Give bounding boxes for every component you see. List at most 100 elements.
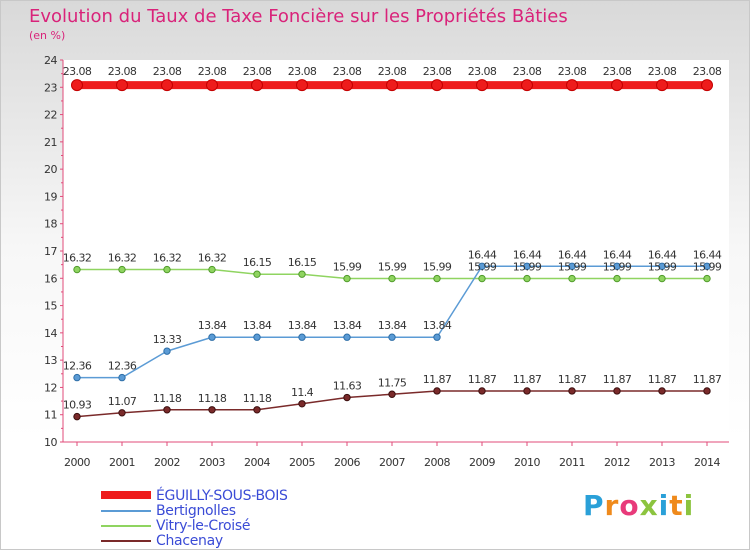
data-label: 15.99	[648, 261, 677, 274]
data-label: 13.33	[153, 333, 182, 346]
logo-letter: o	[619, 489, 640, 522]
data-point	[298, 270, 306, 278]
legend-swatch-eguilly	[101, 491, 151, 499]
data-label: 15.99	[693, 261, 722, 274]
data-point	[523, 262, 531, 270]
x-tick-label: 2009	[469, 456, 495, 469]
data-label: 11.07	[108, 395, 137, 408]
data-point	[118, 265, 126, 274]
y-tick-label: 20	[44, 163, 57, 176]
data-label: 15.99	[468, 261, 497, 274]
data-label: 11.63	[333, 380, 362, 393]
data-label: 23.08	[378, 65, 407, 78]
data-label: 15.99	[603, 261, 632, 274]
data-point	[523, 387, 531, 395]
data-point	[253, 270, 261, 278]
data-point	[206, 79, 218, 92]
data-point	[388, 390, 396, 398]
y-tick-label: 19	[44, 190, 57, 203]
data-point	[118, 373, 126, 382]
data-label: 23.08	[648, 65, 677, 78]
data-label: 11.87	[513, 373, 542, 386]
data-label: 23.08	[63, 65, 92, 78]
data-point	[523, 274, 531, 283]
logo-letter: x	[639, 489, 659, 522]
data-point	[568, 387, 576, 395]
data-point	[296, 79, 308, 92]
y-tick-label: 18	[44, 218, 57, 231]
logo-letter: i	[683, 489, 695, 522]
data-label: 15.99	[333, 261, 362, 274]
data-label: 11.75	[378, 376, 407, 389]
y-tick-label: 10	[44, 436, 57, 449]
x-tick-label: 2012	[604, 456, 630, 469]
plot-area	[63, 60, 729, 442]
legend-label-bertignolles: Bertignolles	[156, 503, 236, 519]
data-label: 23.08	[693, 65, 722, 78]
data-label: 23.08	[513, 65, 542, 78]
data-point	[701, 79, 713, 92]
data-label: 15.99	[513, 261, 542, 274]
logo-letter: t	[669, 489, 684, 522]
data-label: 16.32	[63, 252, 92, 265]
data-label: 13.84	[288, 319, 317, 332]
data-point	[253, 333, 261, 341]
data-point	[658, 274, 666, 283]
data-label: 16.44	[558, 248, 587, 261]
data-point	[73, 373, 81, 382]
data-point	[163, 265, 171, 274]
x-tick-label: 2008	[424, 456, 450, 469]
y-tick-label: 15	[44, 300, 57, 313]
y-tick-label: 12	[44, 381, 57, 394]
data-point	[161, 79, 173, 92]
data-point	[433, 333, 441, 341]
x-tick-label: 2011	[559, 456, 585, 469]
data-point	[298, 400, 306, 408]
data-label: 15.99	[558, 261, 587, 274]
x-tick-label: 2006	[334, 456, 360, 469]
proxiti-logo: Proxiti	[583, 489, 694, 522]
data-point	[703, 262, 711, 270]
legend-swatch-chacenay	[101, 540, 151, 542]
x-tick-label: 2001	[109, 456, 135, 469]
data-label: 23.08	[603, 65, 632, 78]
data-label: 16.44	[603, 248, 632, 261]
x-tick-label: 2004	[244, 456, 270, 469]
unit-label: (en %)	[29, 29, 66, 42]
y-tick-label: 14	[44, 327, 57, 340]
x-tick-label: 2010	[514, 456, 540, 469]
data-label: 23.08	[198, 65, 227, 78]
data-label: 23.08	[333, 65, 362, 78]
data-label: 15.99	[423, 261, 452, 274]
data-point	[613, 387, 621, 395]
x-tick-label: 2002	[154, 456, 180, 469]
y-tick-label: 24	[44, 54, 57, 67]
data-point	[568, 274, 576, 283]
data-label: 11.87	[558, 373, 587, 386]
data-label: 13.84	[378, 319, 407, 332]
data-point	[476, 79, 488, 92]
data-label: 16.32	[198, 252, 227, 265]
data-label: 23.08	[288, 65, 317, 78]
data-label: 11.18	[198, 392, 227, 405]
data-point	[703, 387, 711, 395]
y-tick-label: 16	[44, 272, 57, 285]
data-label: 16.32	[153, 252, 182, 265]
chart-title: Evolution du Taux de Taxe Foncière sur l…	[29, 6, 568, 27]
data-label: 16.44	[513, 248, 542, 261]
data-label: 12.36	[63, 360, 92, 373]
data-point	[521, 79, 533, 92]
data-label: 11.87	[603, 373, 632, 386]
y-tick-label: 21	[44, 136, 57, 149]
logo-letter: P	[583, 489, 605, 522]
data-point	[431, 79, 443, 92]
data-point	[703, 274, 711, 283]
data-label: 23.08	[423, 65, 452, 78]
data-label: 16.44	[468, 248, 497, 261]
data-point	[251, 79, 263, 92]
data-point	[478, 262, 486, 270]
data-label: 23.08	[108, 65, 137, 78]
data-point	[163, 347, 171, 355]
